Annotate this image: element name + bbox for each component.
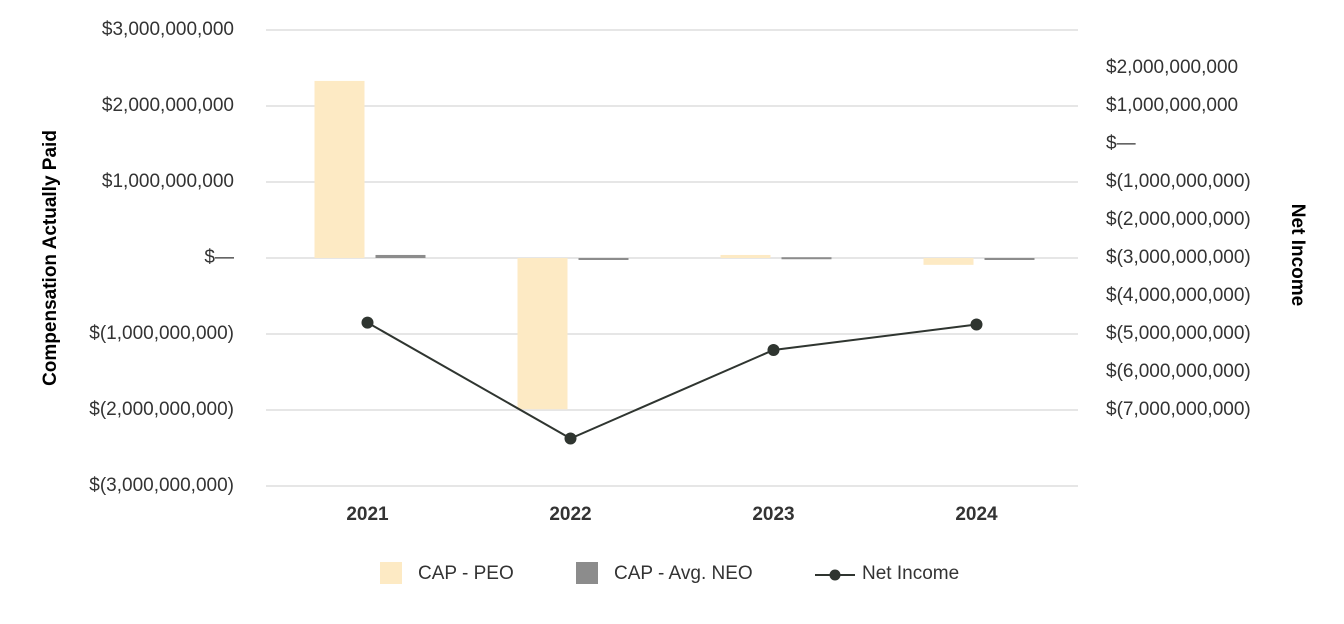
left-axis-title: Compensation Actually Paid xyxy=(40,130,61,386)
bar-marks xyxy=(314,80,1035,410)
legend: CAP - PEO CAP - Avg. NEO Net Income xyxy=(380,562,959,584)
bar-cap-peo-2024 xyxy=(923,258,974,265)
net-income-point-2024 xyxy=(970,318,983,331)
left-tick-label: $(3,000,000,000) xyxy=(89,475,234,496)
bar-cap-avg-neo-2022 xyxy=(578,258,629,260)
legend-label-net-income: Net Income xyxy=(862,563,959,584)
right-tick-label: $(4,000,000,000) xyxy=(1106,285,1251,306)
bar-cap-avg-neo-2023 xyxy=(781,257,832,260)
right-tick-label: $(2,000,000,000) xyxy=(1106,209,1251,230)
left-tick-label: $— xyxy=(204,247,234,268)
left-tick-label: $(2,000,000,000) xyxy=(89,399,234,420)
legend-label-cap-avg-neo: CAP - Avg. NEO xyxy=(614,563,753,584)
x-tick-label: 2022 xyxy=(549,504,591,525)
bar-cap-peo-2022 xyxy=(517,258,568,410)
right-tick-label: $(5,000,000,000) xyxy=(1106,323,1251,344)
net-income-point-2023 xyxy=(767,343,780,356)
legend-swatch-cap-avg-neo xyxy=(576,562,598,584)
net-income-line-path xyxy=(367,321,977,440)
x-axis-ticks: 2021 2022 2023 2024 xyxy=(346,504,998,525)
bar-cap-avg-neo-2024 xyxy=(984,258,1035,260)
right-tick-label: $— xyxy=(1106,133,1136,154)
right-tick-label: $1,000,000,000 xyxy=(1106,95,1238,116)
left-tick-label: $1,000,000,000 xyxy=(102,171,234,192)
left-axis-ticks: $3,000,000,000 $2,000,000,000 $1,000,000,0… xyxy=(89,19,234,496)
bar-cap-peo-2021 xyxy=(314,80,365,258)
right-tick-label: $2,000,000,000 xyxy=(1106,57,1238,78)
left-tick-label: $3,000,000,000 xyxy=(102,19,234,40)
x-tick-label: 2021 xyxy=(346,504,389,525)
net-income-point-2021 xyxy=(361,316,374,329)
right-axis-ticks: $2,000,000,000 $1,000,000,000 $— $(1,000,00… xyxy=(1106,57,1251,420)
left-tick-label: $2,000,000,000 xyxy=(102,95,234,116)
right-tick-label: $(7,000,000,000) xyxy=(1106,399,1251,420)
legend-swatch-cap-peo xyxy=(380,562,402,584)
right-tick-label: $(1,000,000,000) xyxy=(1106,171,1251,192)
left-tick-label: $(1,000,000,000) xyxy=(89,323,234,344)
bar-cap-avg-neo-2021 xyxy=(375,254,426,258)
x-tick-label: 2023 xyxy=(752,504,794,525)
net-income-point-2022 xyxy=(564,432,577,445)
legend-marker-net-income xyxy=(829,569,841,581)
bar-cap-peo-2023 xyxy=(720,254,771,258)
net-income-line xyxy=(361,316,983,445)
legend-label-cap-peo: CAP - PEO xyxy=(418,563,514,584)
x-tick-label: 2024 xyxy=(955,504,998,525)
right-tick-label: $(6,000,000,000) xyxy=(1106,361,1251,382)
right-axis-title: Net Income xyxy=(1287,204,1308,306)
right-tick-label: $(3,000,000,000) xyxy=(1106,247,1251,268)
